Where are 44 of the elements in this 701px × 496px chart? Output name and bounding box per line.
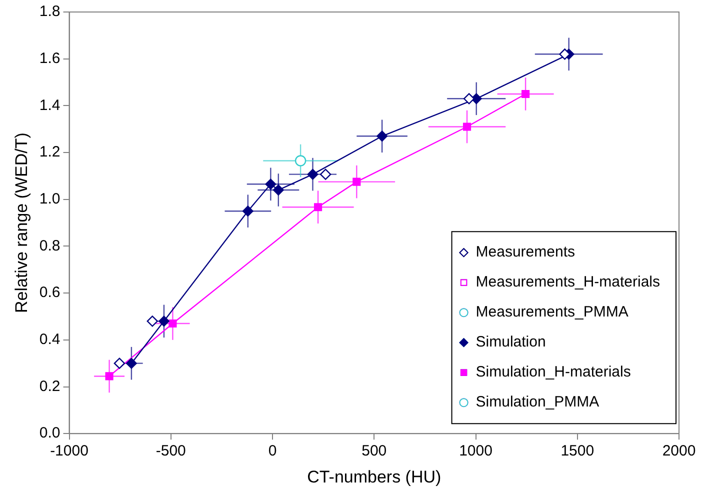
y-tick-label: 0.4 (39, 331, 60, 348)
y-tick-label: 1.4 (39, 96, 60, 114)
y-axis-title: Relative range (WED/T) (12, 132, 31, 314)
y-tick-label: 0.0 (39, 424, 60, 442)
point (105, 372, 114, 380)
x-axis-title: CT-numbers (HU) (307, 467, 442, 486)
point (146, 316, 158, 327)
point (294, 155, 306, 166)
point (320, 168, 332, 180)
point (314, 203, 322, 212)
legend-label: Simulation (476, 334, 546, 351)
y-tick-label: 0.6 (39, 284, 60, 302)
point (463, 93, 475, 104)
point (168, 319, 177, 328)
x-tick-label: 1000 (459, 442, 492, 460)
point (559, 48, 570, 60)
x-tick-label: 1500 (560, 442, 594, 460)
y-tick-label: 1.8 (39, 3, 60, 20)
point (376, 130, 388, 142)
y-tick-label: 0.2 (39, 378, 60, 395)
x-tick-label: -1000 (50, 442, 88, 460)
point (522, 90, 530, 98)
x-tick-label: 500 (362, 442, 387, 460)
x-tick-label: -500 (156, 442, 186, 460)
y-tick-label: 1.0 (39, 190, 60, 208)
point (158, 316, 170, 327)
y-tick-label: 1.6 (39, 50, 60, 67)
point (242, 206, 254, 217)
point (272, 184, 284, 196)
legend-label: Simulation_H-materials (476, 364, 631, 381)
legend-label: Measurements_H-materials (476, 274, 660, 291)
point (126, 358, 137, 369)
legend-label: Measurements (476, 244, 575, 261)
x-tick-label: 0 (268, 442, 277, 460)
point (462, 122, 472, 131)
point (307, 168, 318, 180)
point (265, 178, 276, 190)
legend-label: Simulation_PMMA (476, 394, 600, 411)
point (352, 178, 361, 186)
point (114, 358, 126, 369)
y-tick-label: 0.8 (39, 237, 60, 254)
y-tick-label: 1.2 (39, 144, 60, 161)
x-tick-label: 2000 (662, 442, 696, 460)
legend-label: Measurements_PMMA (476, 304, 628, 321)
